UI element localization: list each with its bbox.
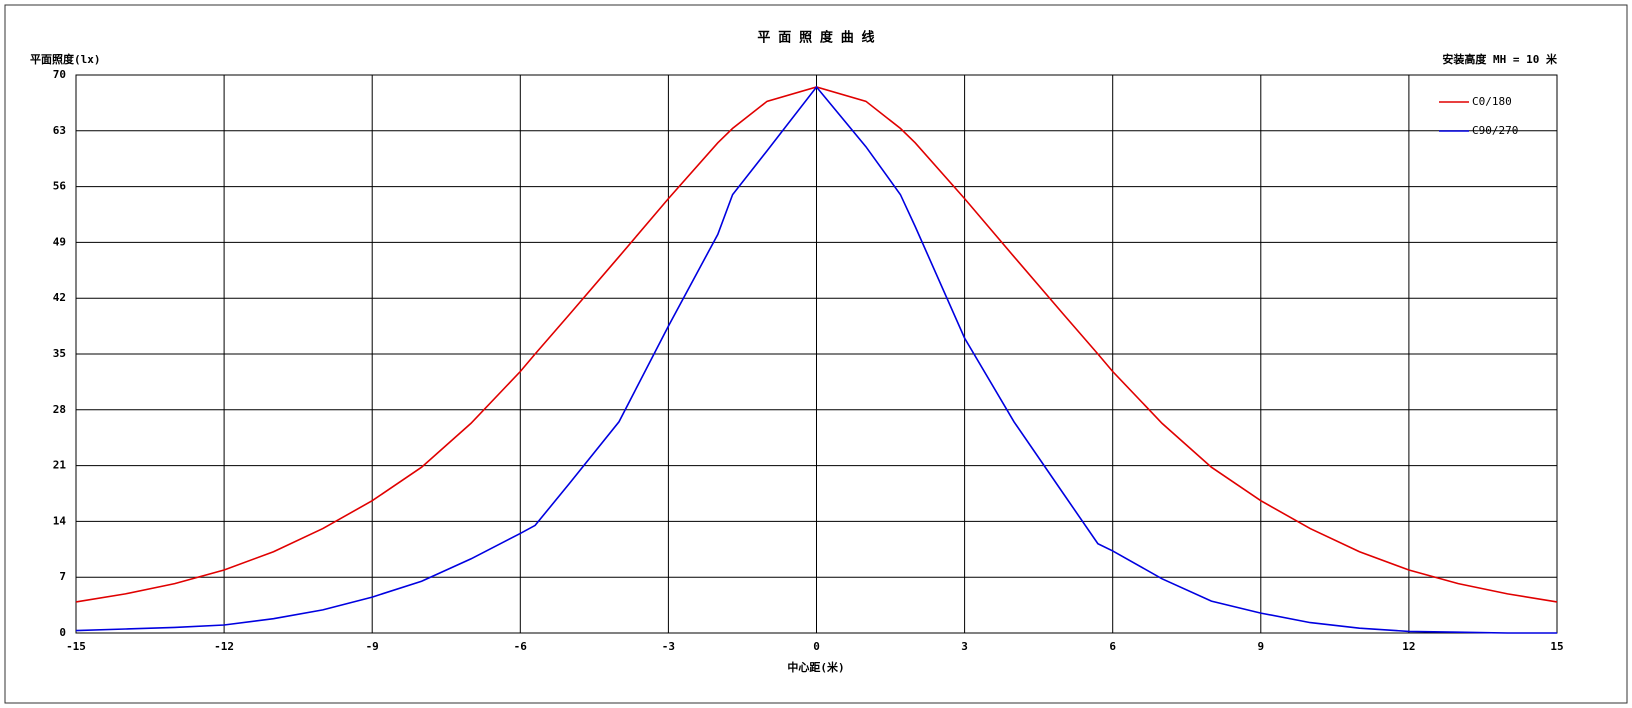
series-line [75, 85, 1557, 634]
frame [4, 4, 1628, 704]
plot-border [75, 74, 1558, 634]
x-tick-label: -3 [662, 640, 675, 653]
y-tick-label: 49 [53, 235, 66, 248]
x-tick-label: 6 [1109, 640, 1116, 653]
x-tick-label: 0 [813, 640, 820, 653]
legend-label: C90/270 [1472, 124, 1518, 137]
y-tick-label: 0 [59, 626, 66, 639]
y-tick-label: 35 [53, 347, 66, 360]
x-tick-label: -6 [514, 640, 528, 653]
x-tick-label: -12 [214, 640, 234, 653]
y-tick-label: 28 [53, 403, 66, 416]
chart-title: 平 面 照 度 曲 线 [757, 30, 874, 46]
x-tick-label: 15 [1550, 640, 1563, 653]
x-tick-label: 12 [1402, 640, 1415, 653]
y-tick-label: 63 [53, 124, 66, 137]
legend-label: C0/180 [1472, 95, 1512, 108]
y-axis-label: 平面照度(lx) [30, 52, 101, 66]
y-tick-label: 70 [53, 68, 66, 81]
y-tick-label: 7 [59, 570, 66, 583]
y-tick-label: 42 [53, 291, 66, 304]
y-tick-label: 56 [53, 180, 67, 193]
x-axis-label: 中心距(米) [787, 660, 844, 674]
annotation: 安装高度 MH = 10 米 [1442, 52, 1558, 66]
x-tick-label: -9 [366, 640, 379, 653]
x-tick-label: -15 [66, 640, 86, 653]
x-tick-label: 3 [961, 640, 968, 653]
x-tick-label: 9 [1257, 640, 1264, 653]
y-tick-label: 21 [53, 459, 67, 472]
y-tick-label: 14 [53, 514, 67, 527]
